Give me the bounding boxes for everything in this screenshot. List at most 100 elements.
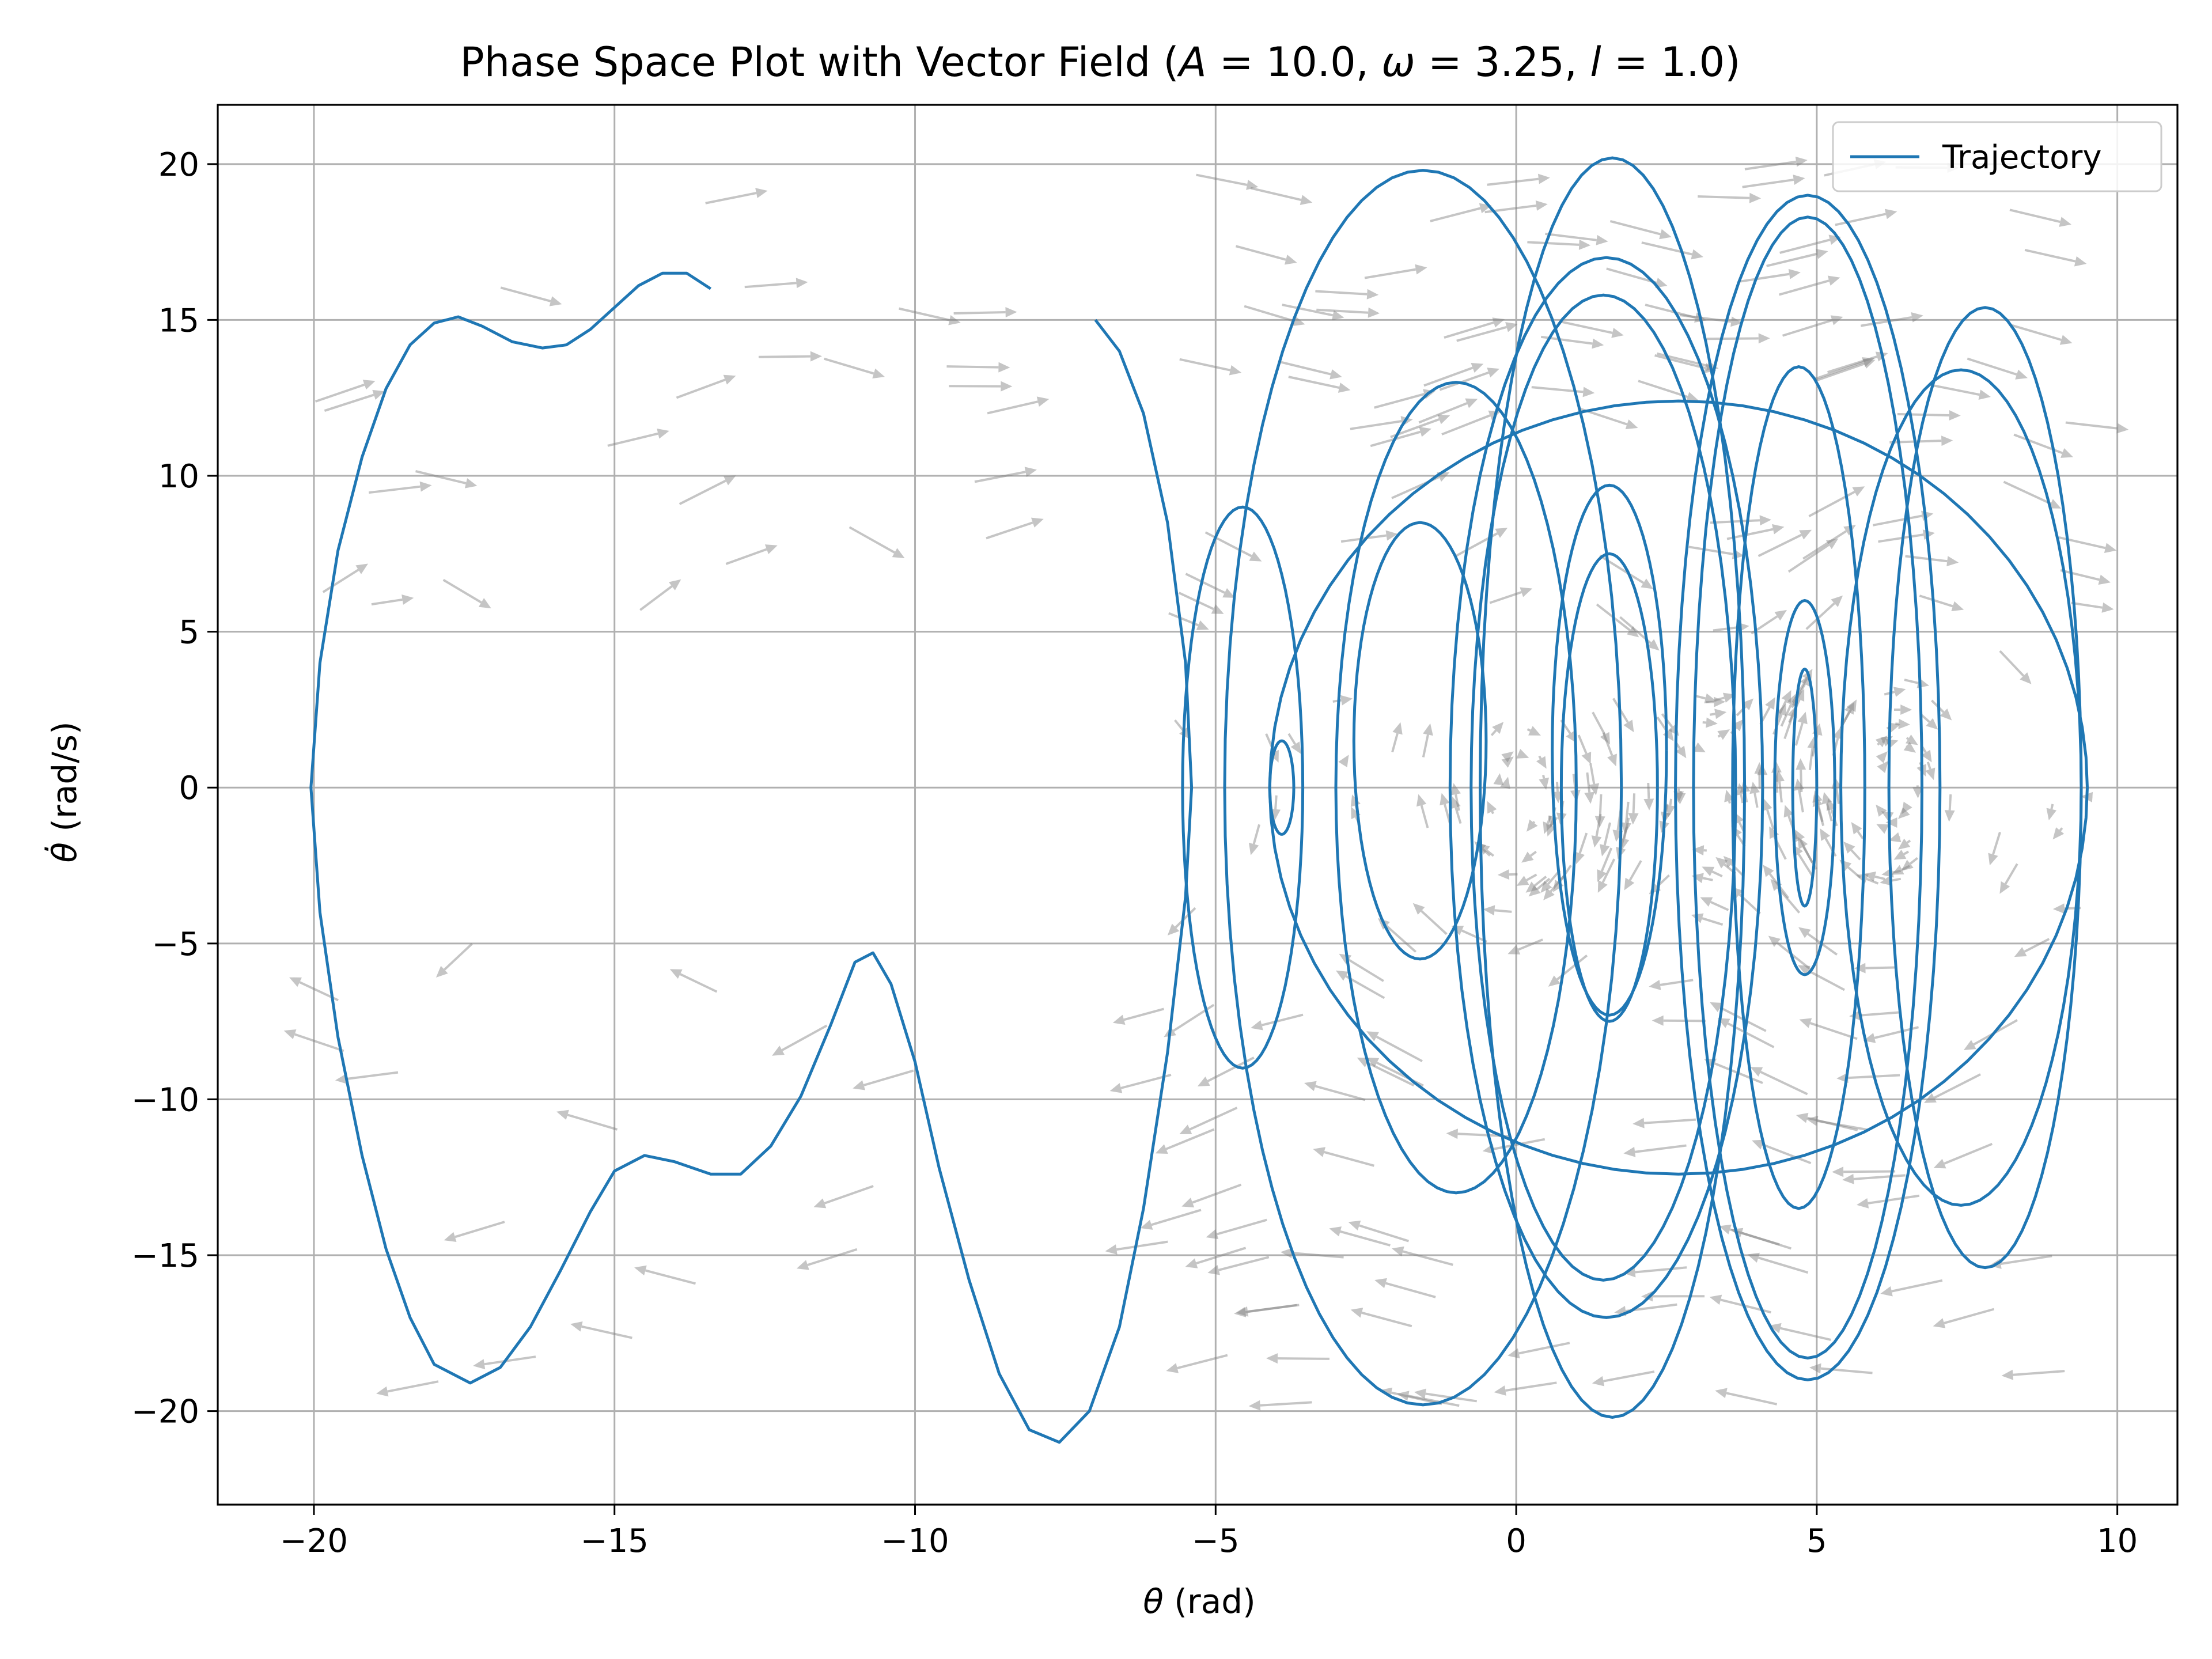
vector-field-arrow bbox=[1679, 313, 1743, 327]
arrow-head bbox=[362, 380, 376, 390]
arrow-head bbox=[1492, 722, 1504, 734]
arrow-head bbox=[1339, 953, 1352, 964]
arrow-shaft bbox=[1928, 383, 1980, 396]
vector-field-arrow bbox=[1693, 742, 1706, 753]
vector-field-arrow bbox=[1416, 794, 1429, 828]
arrow-shaft bbox=[1503, 756, 1508, 760]
y-tick-label: −15 bbox=[131, 1237, 199, 1275]
arrow-shaft bbox=[369, 485, 421, 494]
vector-field-arrow bbox=[1244, 305, 1305, 326]
arrow-shaft bbox=[1324, 1151, 1374, 1167]
arrow-head bbox=[1884, 209, 1897, 219]
vector-field-arrow bbox=[1891, 865, 1910, 875]
arrow-shaft bbox=[1561, 320, 1613, 334]
arrow-shaft bbox=[1758, 533, 1802, 558]
vector-field-arrow bbox=[1181, 1183, 1242, 1208]
arrow-head bbox=[1794, 689, 1805, 702]
vector-field-arrow bbox=[1206, 1218, 1267, 1240]
arrow-shaft bbox=[1815, 362, 1865, 382]
vector-field-arrow bbox=[1857, 1194, 1920, 1209]
arrow-head bbox=[1876, 824, 1889, 834]
arrow-shaft bbox=[1758, 1256, 1809, 1274]
arrow-shaft bbox=[744, 282, 797, 289]
arrow-shaft bbox=[1809, 1022, 1858, 1040]
arrow-head bbox=[372, 389, 385, 400]
vector-field-arrow bbox=[335, 1071, 399, 1084]
arrow-head bbox=[1750, 1067, 1763, 1077]
arrow-shaft bbox=[1903, 850, 1910, 855]
arrow-shaft bbox=[1374, 393, 1425, 409]
arrow-head bbox=[1759, 515, 1772, 526]
arrow-head bbox=[1591, 835, 1602, 848]
arrow-shaft bbox=[1151, 1209, 1202, 1226]
y-axis-ticks: −20 −15 −10 −5 0 5 10 15 20 bbox=[131, 146, 218, 1431]
arrow-head bbox=[1903, 741, 1916, 753]
arrow-shaft bbox=[1711, 870, 1723, 877]
arrow-shaft bbox=[1874, 875, 1885, 880]
arrow-head bbox=[1714, 709, 1727, 719]
arrow-shaft bbox=[1274, 795, 1278, 810]
arrow-head bbox=[1647, 639, 1660, 651]
arrow-head bbox=[892, 548, 905, 559]
trajectory-loop bbox=[1731, 365, 1866, 1210]
arrow-shaft bbox=[824, 1185, 874, 1205]
vector-field-arrow bbox=[1205, 531, 1262, 562]
vector-field-arrow bbox=[1766, 249, 1828, 267]
arrow-shaft bbox=[1340, 1230, 1391, 1247]
vector-field-arrow bbox=[813, 1185, 874, 1209]
trajectory-loop bbox=[1791, 667, 1819, 908]
arrow-shaft bbox=[1635, 1266, 1687, 1274]
arrow-head bbox=[1446, 1128, 1459, 1139]
arrow-head bbox=[1313, 1147, 1325, 1157]
arrow-head bbox=[1770, 878, 1782, 891]
arrow-head bbox=[1338, 755, 1349, 768]
vector-field-arrow bbox=[796, 1248, 858, 1270]
vector-field-arrow bbox=[1316, 307, 1380, 318]
arrow-shaft bbox=[500, 286, 551, 302]
vector-field-arrow bbox=[1516, 748, 1529, 759]
arrow-shaft bbox=[1777, 887, 1801, 914]
arrow-shaft bbox=[1654, 354, 1706, 369]
y-tick-label: 15 bbox=[158, 302, 199, 339]
arrow-shaft bbox=[1737, 272, 1790, 283]
vector-field-arrow bbox=[899, 307, 961, 325]
arrow-shaft bbox=[1779, 238, 1831, 254]
arrow-shaft bbox=[1647, 782, 1650, 799]
arrow-head bbox=[1843, 841, 1855, 854]
vector-field-arrow bbox=[1589, 763, 1600, 796]
arrow-shaft bbox=[1430, 207, 1481, 222]
trajectory-loop bbox=[1268, 399, 2089, 1176]
arrow-head bbox=[1898, 807, 1910, 819]
vector-field-arrow bbox=[1814, 357, 1874, 381]
vector-field-arrow bbox=[1744, 156, 1808, 171]
arrow-head bbox=[1702, 866, 1715, 877]
arrow-shaft bbox=[1872, 514, 1923, 527]
arrow-shaft bbox=[1710, 519, 1760, 524]
vector-field-arrow bbox=[1440, 793, 1451, 824]
vector-field-arrow bbox=[1439, 368, 1500, 391]
arrow-shaft bbox=[1592, 711, 1606, 735]
arrow-head bbox=[1876, 751, 1888, 764]
arrow-shaft bbox=[1235, 245, 1286, 261]
vector-field-arrow bbox=[315, 380, 376, 403]
arrow-head bbox=[1423, 723, 1433, 736]
arrow-shaft bbox=[1777, 942, 1811, 970]
arrow-head bbox=[1340, 695, 1353, 706]
arrow-shaft bbox=[1706, 337, 1759, 340]
arrow-head bbox=[435, 965, 448, 978]
arrow-head bbox=[549, 296, 562, 306]
vector-field-arrow bbox=[1628, 793, 1639, 825]
arrow-head bbox=[1416, 794, 1427, 807]
arrow-head bbox=[1897, 838, 1911, 850]
vector-field-arrow bbox=[1536, 755, 1547, 769]
arrow-shaft bbox=[1527, 241, 1580, 246]
arrow-shaft bbox=[2050, 804, 2054, 810]
vector-field bbox=[283, 156, 2129, 1411]
arrow-shaft bbox=[1728, 800, 1731, 804]
vector-field-arrow bbox=[1248, 1400, 1312, 1411]
vector-field-arrow bbox=[1747, 1252, 1809, 1274]
arrow-head bbox=[1944, 810, 1955, 822]
trajectory-loop bbox=[1839, 368, 2083, 1207]
vector-field-arrow bbox=[1736, 698, 1754, 717]
vector-field-arrow bbox=[1364, 264, 1427, 279]
